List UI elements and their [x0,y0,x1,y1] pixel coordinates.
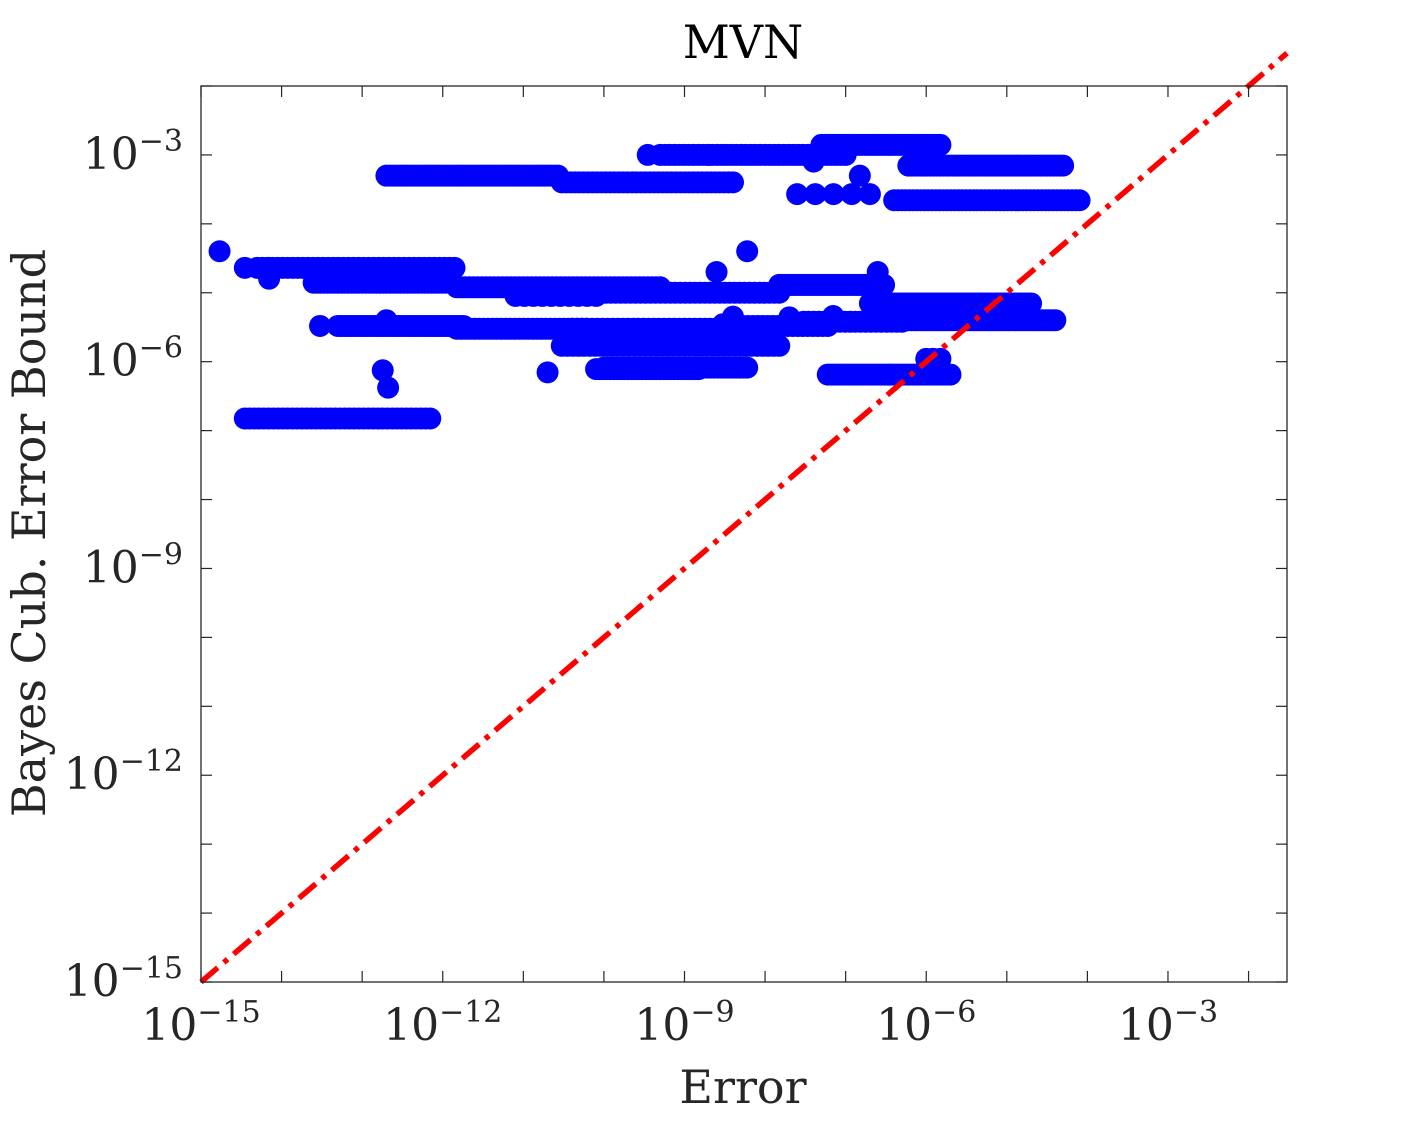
data-point [778,306,801,329]
data-point [722,171,744,194]
data-point [705,261,728,284]
data-point [866,261,889,284]
data-point [858,183,881,206]
axes-layer: 10−15 10−12 10−9 10−6 10−3 10−15 10−12 10−9 10−6… [64,85,1288,1051]
data-point [848,164,871,187]
data-point [208,240,231,263]
data-point [419,407,442,430]
data-point [786,183,809,206]
data-point [722,305,744,328]
chart-title: MVN [683,15,804,69]
marks-layer [208,133,1091,430]
data-point [822,305,845,328]
y-axis-label: Bayes Cub. Error Bound [2,249,56,817]
data-point [924,357,947,380]
data-point [536,361,559,384]
data-point [1068,189,1091,212]
y-tick-label: 10−12 [64,744,183,800]
x-tick-label: 10−9 [634,995,734,1051]
data-point [687,358,710,381]
data-point [736,240,759,263]
data-point [890,310,913,333]
data-point [575,317,598,340]
data-point [371,359,394,382]
data-point [1020,292,1043,315]
data-point [1044,309,1067,332]
data-point [309,314,332,337]
x-tick-label: 10−6 [876,995,976,1051]
data-point [375,309,398,332]
y-tick-label: 10−6 [83,331,183,387]
y-tick-label: 10−9 [83,537,183,593]
data-point [636,143,659,166]
data-point [804,183,827,206]
data-point [840,183,863,206]
data-point [258,267,281,290]
y-tick-label: 10−3 [83,124,183,180]
x-tick-label: 10−3 [1118,995,1218,1051]
plot-frame [200,85,1288,983]
x-tick-label: 10−12 [383,995,502,1051]
y-tick-label: 10−15 [64,951,183,1007]
data-point [802,150,825,173]
data-point [822,183,845,206]
data-point [377,376,400,399]
data-point [1052,154,1075,177]
data-point [768,334,791,357]
data-point [736,356,759,379]
data-point [929,133,952,156]
x-tick-label: 10−15 [141,995,260,1051]
data-point [697,143,720,166]
x-axis-label: Error [679,1060,806,1114]
data-point [760,317,783,340]
data-point [233,256,256,279]
